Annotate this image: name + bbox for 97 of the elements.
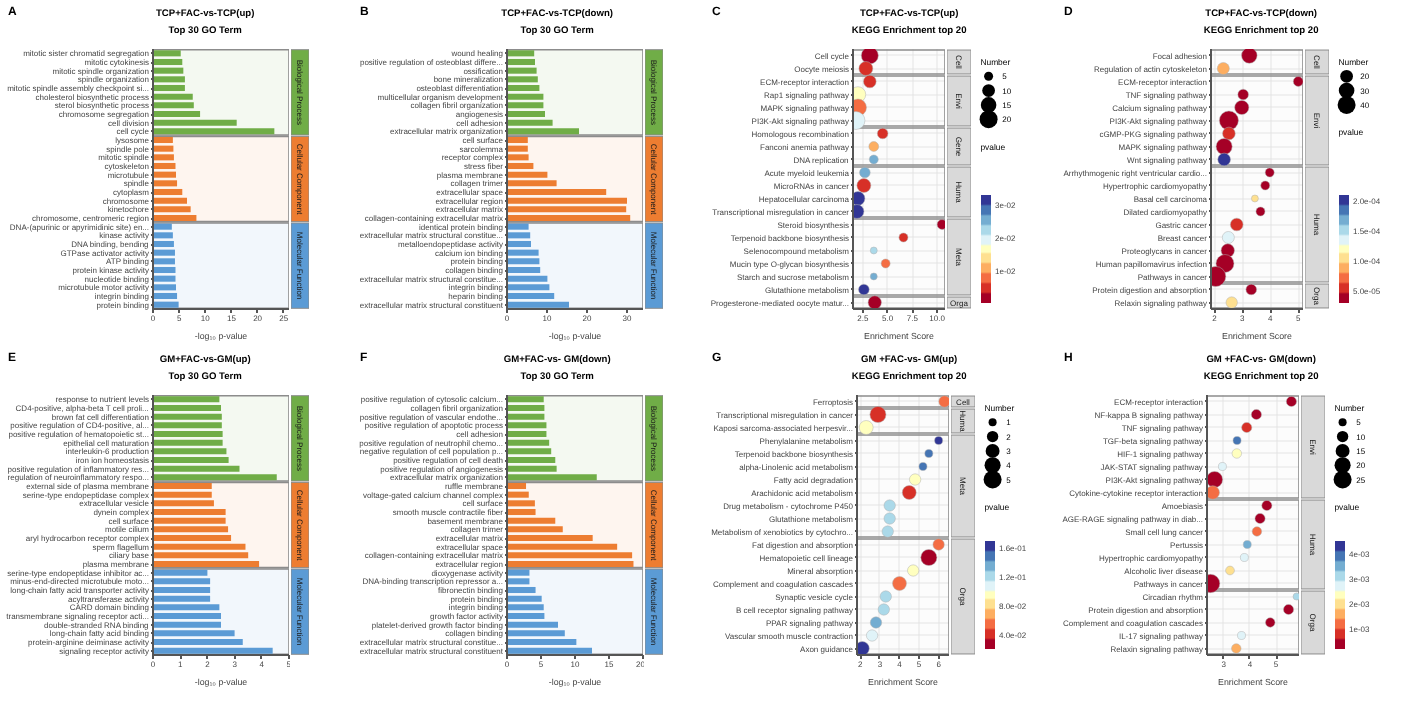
bar — [507, 430, 547, 438]
bar — [153, 430, 223, 438]
bar — [507, 621, 558, 628]
bar — [507, 413, 545, 420]
bar — [507, 500, 535, 507]
bar — [507, 491, 529, 498]
bar — [507, 154, 529, 161]
bar — [153, 578, 211, 585]
bar — [153, 474, 277, 481]
bar — [153, 50, 181, 57]
bar — [153, 128, 275, 135]
bar — [507, 560, 634, 568]
bar — [507, 136, 528, 144]
bar — [507, 266, 541, 274]
bar — [507, 301, 569, 308]
bar — [507, 128, 579, 135]
bar — [507, 284, 550, 291]
bar — [153, 214, 197, 222]
bar — [153, 413, 222, 420]
bar — [153, 84, 185, 92]
bar — [153, 162, 176, 170]
bar — [507, 50, 535, 57]
bar — [507, 569, 530, 576]
bar — [153, 396, 220, 403]
bar — [507, 422, 547, 429]
bar — [153, 76, 185, 83]
bar — [507, 604, 544, 611]
bar — [153, 102, 194, 109]
bar — [507, 84, 540, 92]
bar — [153, 180, 178, 187]
bar — [507, 595, 542, 602]
bar — [153, 136, 173, 144]
bar — [153, 145, 174, 152]
bar — [507, 275, 548, 282]
bar — [153, 630, 235, 637]
bar — [507, 517, 556, 524]
bar — [507, 396, 544, 403]
bar — [507, 578, 530, 585]
bar — [507, 456, 556, 464]
bar — [507, 223, 529, 230]
bar — [153, 448, 227, 455]
bar — [153, 58, 183, 66]
bar — [153, 240, 174, 248]
bar — [507, 249, 539, 256]
bar — [153, 284, 177, 291]
bar — [153, 647, 273, 654]
bar — [507, 474, 597, 481]
bar — [153, 223, 172, 230]
bar — [153, 560, 260, 568]
bar — [153, 292, 178, 300]
bar — [507, 240, 531, 248]
bar — [153, 232, 173, 239]
bar — [153, 154, 174, 161]
bar — [153, 612, 221, 620]
bar — [153, 439, 223, 446]
bar — [153, 569, 208, 576]
bar — [507, 67, 537, 74]
bar — [153, 206, 191, 213]
bar — [153, 266, 176, 274]
bar — [153, 188, 183, 196]
bar — [507, 482, 527, 490]
bar — [507, 76, 538, 83]
bar — [507, 214, 631, 222]
bar — [153, 482, 212, 490]
bar — [507, 439, 550, 446]
bar — [507, 206, 627, 213]
bar — [153, 604, 220, 611]
bar — [153, 543, 246, 550]
bar — [507, 58, 535, 66]
bar — [153, 595, 211, 602]
bar — [153, 508, 226, 516]
bar — [153, 197, 187, 204]
bar — [153, 526, 229, 533]
bar — [153, 517, 226, 524]
bar — [507, 258, 540, 265]
bar — [507, 647, 592, 654]
bar — [153, 586, 211, 594]
bar — [153, 301, 179, 308]
bar — [153, 404, 221, 412]
bar — [153, 67, 184, 74]
bar — [507, 145, 528, 152]
bar — [507, 586, 536, 594]
bar — [153, 491, 212, 498]
bar — [153, 258, 175, 265]
bar — [153, 275, 176, 282]
bar — [507, 102, 544, 109]
bar — [153, 171, 177, 178]
bar — [507, 197, 627, 204]
bar — [507, 552, 633, 559]
bar — [507, 404, 545, 412]
bar — [507, 448, 552, 455]
bar — [507, 110, 545, 118]
bar — [153, 422, 222, 429]
bar — [507, 93, 544, 100]
bar — [507, 232, 531, 239]
bar — [153, 93, 193, 100]
bar — [153, 249, 175, 256]
